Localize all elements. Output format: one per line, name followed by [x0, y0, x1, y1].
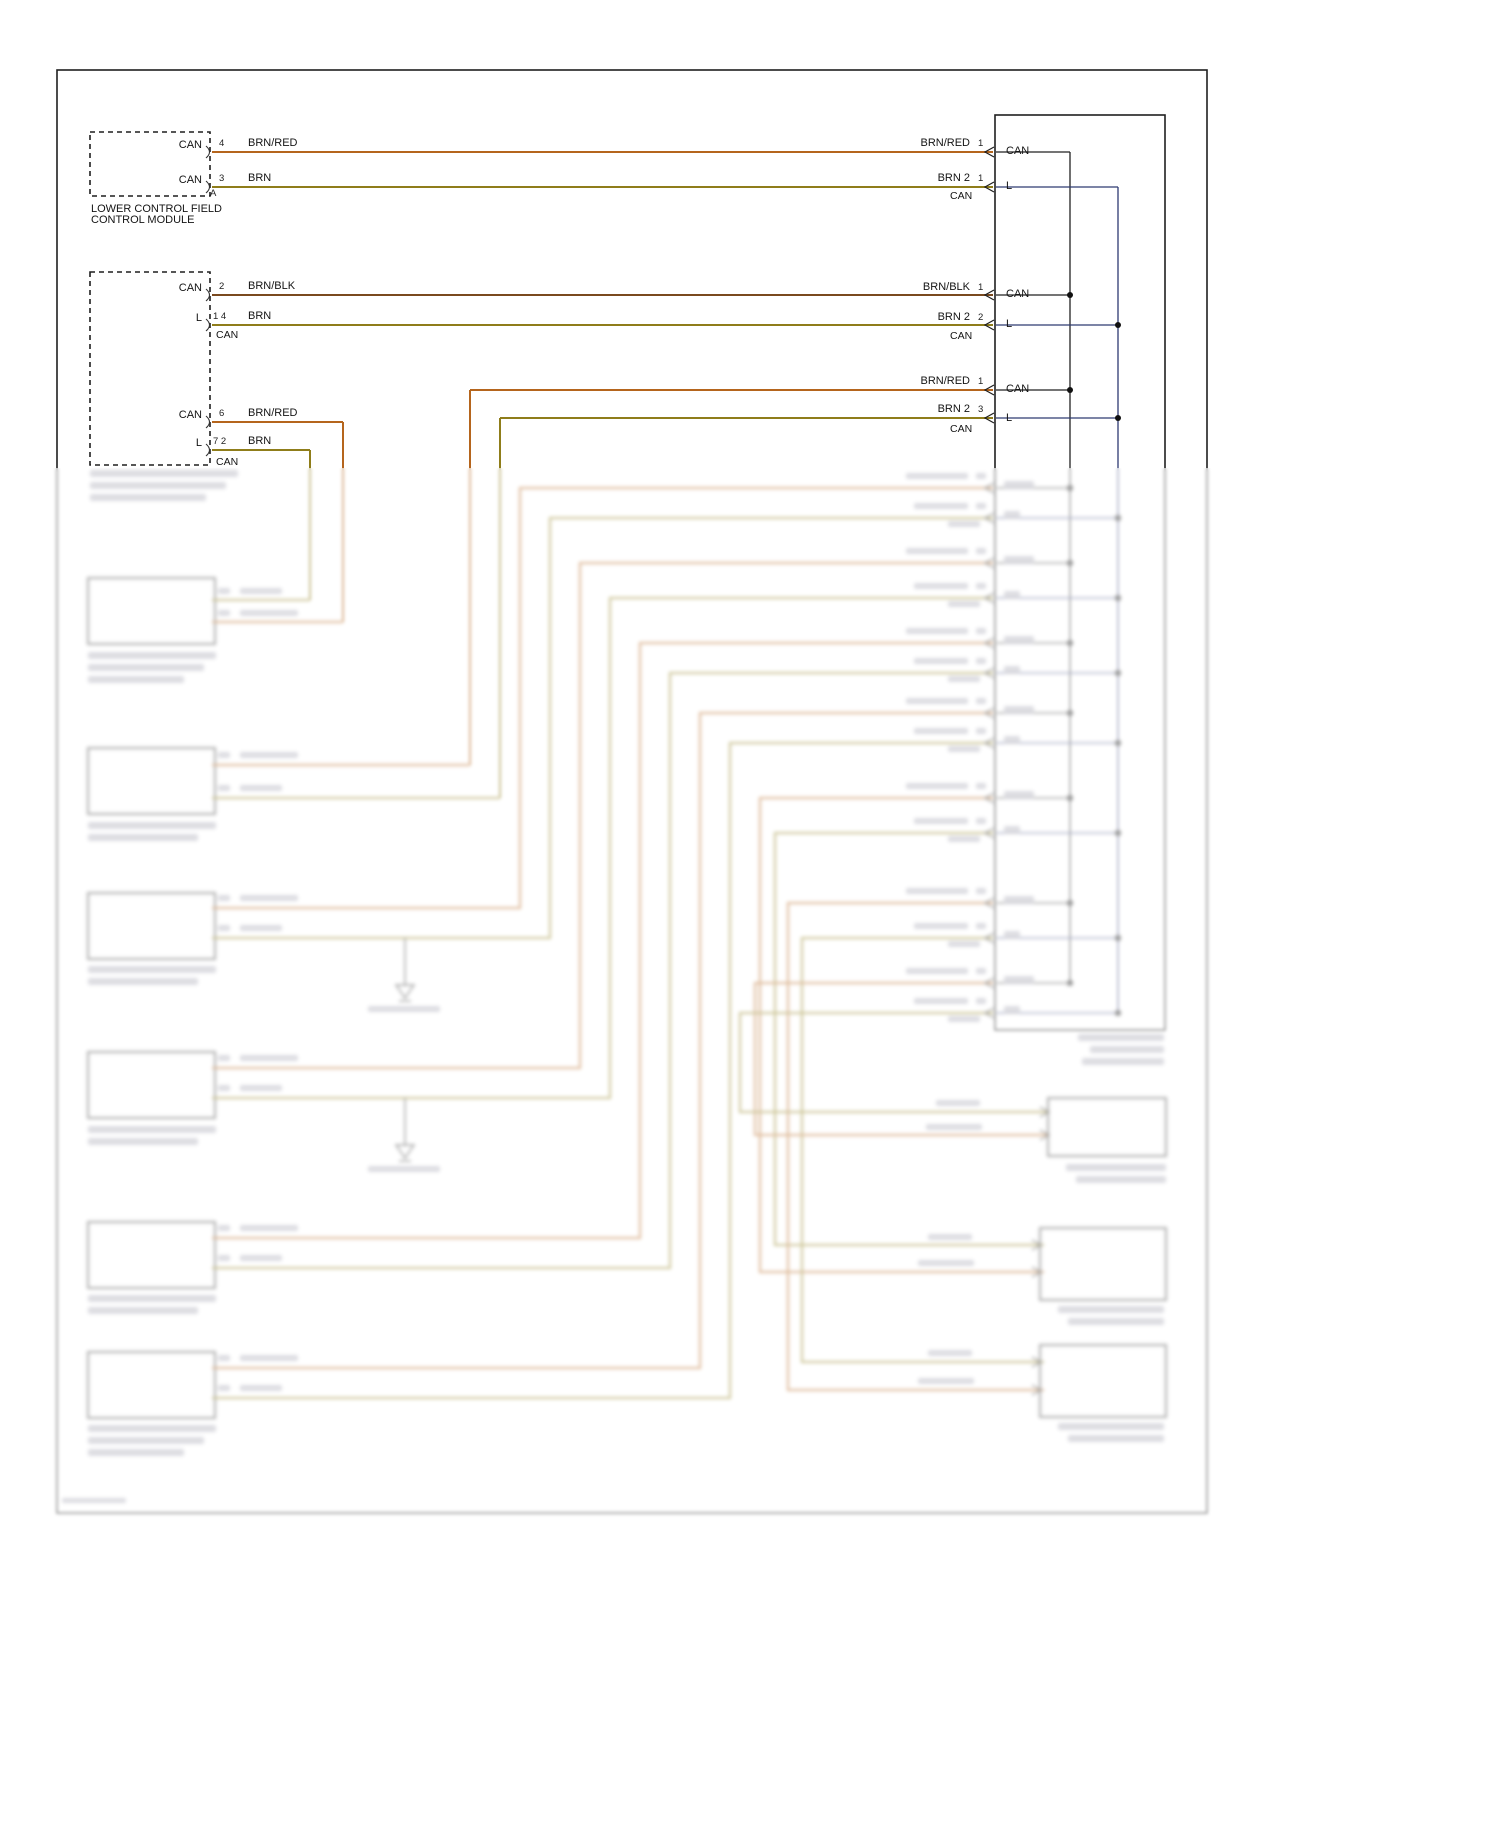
module2-port-label: L [195, 437, 202, 449]
right-pin-number: 1 [978, 282, 984, 293]
right-port-label: L [1006, 412, 1013, 424]
right-pin-number: 1 [978, 138, 984, 149]
wire-color-label: BRN 2 [937, 311, 970, 323]
wire-color-label: BRN 2 [937, 403, 970, 415]
module1-box [89, 131, 211, 197]
bus-name-label: CAN [950, 423, 973, 435]
wire-color-label: BRN/RED [248, 407, 298, 419]
wire-color-label: BRN/BLK [922, 281, 970, 293]
right-pin-number: 1 [978, 173, 984, 184]
right-port-label: CAN [1006, 383, 1030, 395]
module2-pin-number: 2 [219, 281, 225, 292]
bus-name-label: CAN [216, 456, 239, 468]
module1-caption-line2: CONTROL MODULE [91, 214, 195, 226]
wire-color-label: BRN [248, 435, 272, 447]
module2-box [89, 271, 211, 466]
right-pin-number: 2 [978, 312, 984, 323]
wire-color-label: BRN/RED [920, 137, 970, 149]
module2-pin-number: 7 2 [213, 436, 227, 447]
wire-color-label: BRN/BLK [248, 280, 296, 292]
right-port-label: CAN [1006, 288, 1030, 300]
right-port-label: L [1006, 180, 1013, 192]
module2-port-label: CAN [178, 282, 202, 294]
module1-pin-number: 4 [219, 138, 225, 149]
right-pin-number: 3 [978, 404, 984, 415]
wire-color-label: BRN/RED [920, 375, 970, 387]
bus-name-label: CAN [950, 330, 973, 342]
wire-color-label: BRN/RED [248, 137, 298, 149]
junction-dot [1067, 292, 1073, 298]
module1-connector-id: A [210, 188, 217, 199]
module1-pin-number: 3 [219, 173, 225, 184]
right-pin-number: 1 [978, 376, 984, 387]
module2-pin-number: 6 [219, 408, 225, 419]
module1-port-label: CAN [178, 139, 202, 151]
bus-name-label: CAN [950, 190, 973, 202]
bus-name-label: CAN [216, 329, 239, 341]
blurred-watermark-overlay [50, 468, 1212, 1518]
module2-pin-number: 1 4 [213, 311, 227, 322]
module2-port-label: L [195, 312, 202, 324]
junction-dot [1067, 387, 1073, 393]
connector-pin-arcs [205, 145, 211, 457]
right-port-label: CAN [1006, 145, 1030, 157]
wire-color-label: BRN [248, 172, 272, 184]
module1-caption-line1: LOWER CONTROL FIELD [91, 203, 222, 215]
wire-color-label: BRN 2 [937, 172, 970, 184]
module1-port-label: CAN [178, 174, 202, 186]
wire-color-label: BRN [248, 310, 272, 322]
module2-port-label: CAN [178, 409, 202, 421]
junction-dot [1115, 415, 1121, 421]
right-port-label: L [1006, 318, 1013, 330]
right-module-arrows [983, 146, 995, 424]
junction-dot [1115, 322, 1121, 328]
